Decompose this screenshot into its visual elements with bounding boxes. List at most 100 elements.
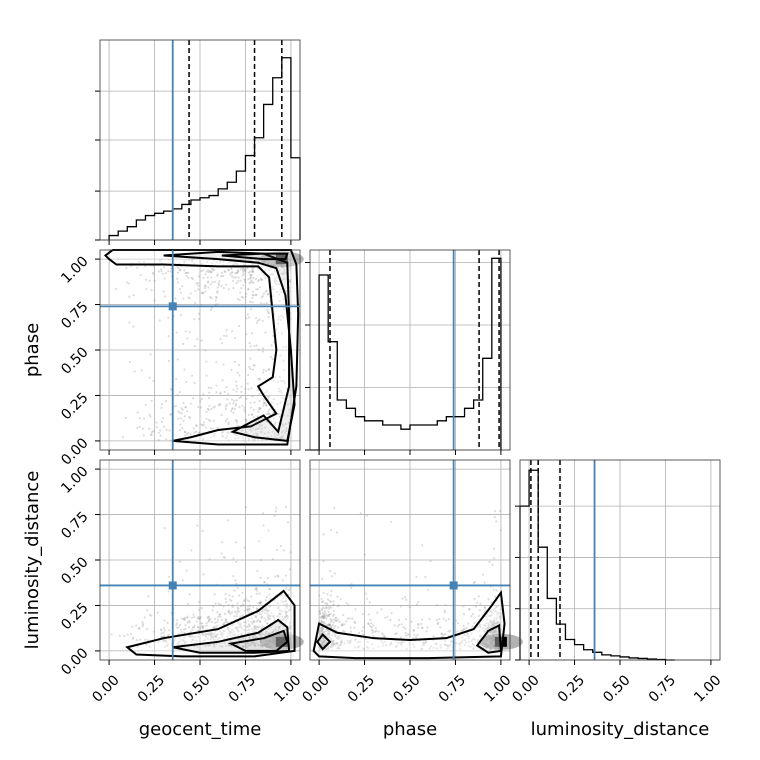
scatter-point [249, 273, 252, 277]
scatter-point [213, 617, 216, 621]
truth-marker [168, 302, 177, 311]
scatter-point [494, 647, 497, 651]
scatter-point [220, 631, 223, 634]
scatter-point [260, 427, 264, 430]
scatter-point [270, 612, 273, 615]
scatter-point [205, 632, 209, 636]
scatter-point [329, 594, 332, 597]
scatter-point [272, 334, 275, 337]
scatter-point [160, 258, 163, 261]
scatter-point [476, 625, 480, 629]
scatter-point [250, 595, 253, 598]
scatter-point [214, 299, 217, 302]
scatter-point [268, 412, 271, 416]
scatter-point [493, 621, 496, 624]
scatter-point [202, 268, 205, 272]
scatter-point [320, 600, 324, 604]
scatter-point [215, 291, 219, 294]
scatter-point [193, 431, 196, 434]
scatter-point [202, 437, 205, 440]
scatter-point [278, 612, 281, 615]
scatter-point [289, 395, 292, 399]
scatter-point [281, 396, 284, 400]
scatter-point [323, 642, 326, 645]
scatter-point [280, 314, 283, 317]
scatter-point [225, 329, 228, 332]
scatter-point [473, 644, 476, 647]
scatter-point [483, 581, 486, 584]
scatter-point [356, 646, 359, 649]
scatter-point [277, 607, 280, 610]
scatter-point [289, 645, 292, 648]
scatter-point [374, 630, 377, 633]
scatter-point [241, 404, 244, 407]
scatter-point [240, 385, 243, 388]
scatter-point [490, 625, 494, 628]
scatter-point [135, 639, 139, 642]
scatter-point [202, 438, 205, 441]
scatter-point [202, 393, 205, 396]
scatter-point [195, 620, 199, 623]
scatter-point [183, 414, 186, 418]
scatter-point [284, 610, 287, 613]
scatter-point [494, 646, 498, 649]
scatter-point [197, 275, 201, 278]
scatter-point [277, 293, 281, 296]
histogram-luminosity_distance [519, 469, 675, 661]
scatter-point [159, 635, 163, 639]
scatter-point [277, 280, 280, 283]
scatter-point [220, 541, 224, 544]
scatter-point [243, 278, 246, 281]
scatter-point [167, 316, 170, 319]
scatter-point [182, 342, 185, 346]
scatter-point [251, 280, 254, 283]
scatter-point [442, 633, 445, 637]
scatter-point [326, 615, 329, 618]
scatter-point [178, 411, 181, 414]
scatter-point [191, 635, 194, 638]
scatter-point [183, 631, 186, 634]
scatter-point [263, 609, 266, 612]
scatter-point [273, 616, 276, 619]
scatter-point [335, 616, 338, 619]
scatter-point [275, 506, 278, 509]
scatter-point [148, 279, 151, 282]
scatter-point [143, 616, 146, 619]
scatter-point [233, 615, 236, 618]
scatter-point [161, 272, 165, 275]
scatter-point [249, 625, 252, 628]
scatter-point [164, 645, 167, 649]
scatter-point [485, 639, 488, 642]
scatter-point [145, 288, 148, 291]
scatter-point [396, 625, 399, 628]
scatter-point [424, 576, 427, 579]
scatter-point [246, 313, 249, 316]
scatter-point [255, 587, 258, 590]
scatter-point [239, 633, 243, 637]
scatter-point [456, 621, 460, 625]
scatter-point [328, 632, 331, 635]
scatter-point [491, 639, 494, 642]
scatter-point [231, 279, 235, 283]
scatter-point [273, 628, 276, 631]
scatter-point [227, 644, 230, 647]
scatter-point [116, 258, 120, 261]
scatter-point [204, 426, 207, 429]
scatter-point [239, 291, 242, 294]
scatter-point [162, 290, 166, 293]
scatter-point [212, 644, 216, 647]
scatter-point [402, 626, 405, 629]
scatter-point [245, 397, 248, 400]
scatter-point [216, 618, 220, 621]
scatter-point [279, 437, 282, 440]
scatter-point [285, 614, 288, 618]
scatter-point [192, 613, 195, 616]
scatter-point [234, 380, 238, 383]
scatter-point [212, 636, 215, 639]
scatter-point [425, 630, 428, 633]
scatter-point [255, 607, 258, 610]
scatter-point [236, 271, 239, 274]
scatter-point [146, 609, 149, 612]
scatter-point [183, 618, 186, 622]
scatter-point [492, 622, 495, 626]
